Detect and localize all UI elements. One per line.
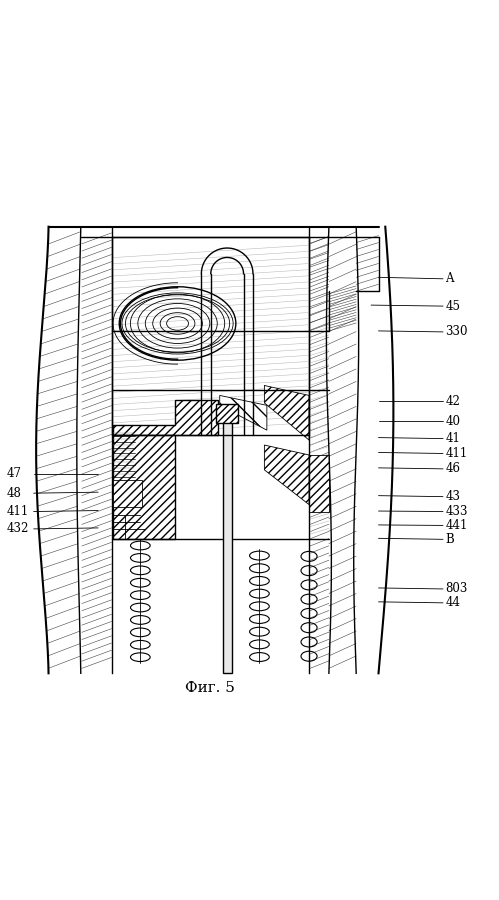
Text: B: B	[446, 533, 454, 545]
Text: 45: 45	[446, 300, 461, 312]
Polygon shape	[264, 445, 309, 505]
Text: 47: 47	[6, 467, 21, 481]
Bar	[216, 404, 238, 423]
Text: 44: 44	[446, 597, 461, 609]
Text: 40: 40	[446, 415, 461, 428]
Text: 433: 433	[446, 505, 468, 518]
Text: 42: 42	[446, 395, 461, 408]
Text: 441: 441	[446, 519, 468, 532]
Text: 411: 411	[446, 447, 468, 460]
Text: 803: 803	[446, 582, 468, 596]
Text: 48: 48	[6, 487, 21, 500]
Polygon shape	[220, 395, 267, 430]
Text: A: A	[446, 273, 454, 285]
Polygon shape	[113, 400, 218, 435]
Text: 43: 43	[446, 491, 461, 503]
Text: 46: 46	[446, 463, 461, 475]
Bar	[113, 480, 142, 507]
Text: 411: 411	[6, 505, 28, 518]
Text: 330: 330	[446, 326, 468, 338]
Text: 41: 41	[446, 432, 461, 446]
Text: Фиг. 5: Фиг. 5	[185, 681, 235, 695]
Bar	[223, 420, 232, 673]
Polygon shape	[113, 435, 175, 539]
Polygon shape	[309, 455, 329, 512]
Polygon shape	[264, 385, 309, 440]
Text: 432: 432	[6, 522, 29, 536]
